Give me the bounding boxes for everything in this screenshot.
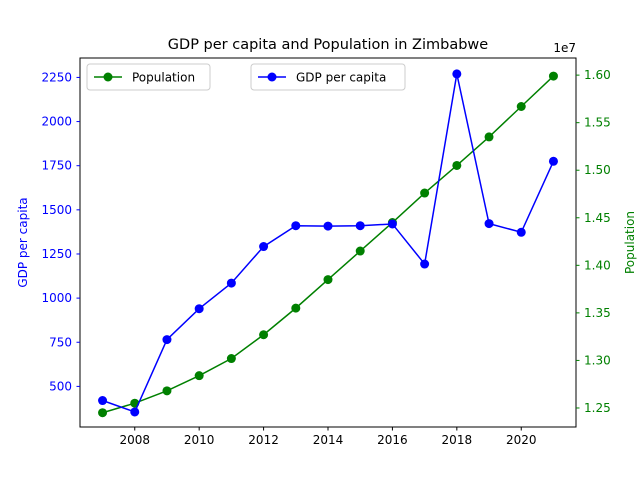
legend-label: Population <box>132 71 195 85</box>
gdp-series <box>98 69 558 417</box>
x-tick-label: 2012 <box>248 433 279 447</box>
right-axis-offset-text: 1e7 <box>553 41 576 55</box>
legend-marker <box>103 72 113 82</box>
x-tick-label: 2008 <box>119 433 150 447</box>
legend: Population <box>86 63 211 91</box>
population-series <box>98 71 558 418</box>
series-line <box>102 75 554 414</box>
data-point <box>259 330 269 340</box>
legend-label: GDP per capita <box>296 71 386 85</box>
data-point <box>355 221 365 231</box>
data-point <box>452 69 462 79</box>
left-tick-label: 2000 <box>41 115 72 129</box>
plot-frame <box>79 57 577 428</box>
data-point <box>291 303 301 313</box>
chart-title: GDP per capita and Population in Zimbabw… <box>168 37 488 53</box>
data-point <box>323 221 333 231</box>
data-point <box>259 242 269 252</box>
right-tick-label: 1.60 <box>584 68 611 82</box>
right-tick-label: 1.45 <box>584 211 611 225</box>
data-point <box>98 396 108 406</box>
left-tick-label: 1000 <box>41 291 72 305</box>
legend: GDP per capita <box>250 63 406 91</box>
data-point <box>420 259 430 269</box>
right-tick-label: 1.25 <box>584 401 611 415</box>
right-tick-label: 1.40 <box>584 258 611 272</box>
legend-frame <box>250 63 406 91</box>
right-axis-label: Population <box>623 211 637 274</box>
data-point <box>387 219 397 229</box>
data-point <box>548 156 558 166</box>
right-tick-label: 1.50 <box>584 163 611 177</box>
legends: Population GDP per capita <box>86 63 406 91</box>
data-point <box>484 219 494 229</box>
left-tick-label: 1500 <box>41 203 72 217</box>
left-tick-label: 500 <box>49 379 72 393</box>
data-point <box>194 371 204 381</box>
legend-marker <box>267 72 277 82</box>
left-axis-label: GDP per capita <box>16 197 30 287</box>
x-tick-label: 2010 <box>184 433 215 447</box>
data-point <box>323 275 333 285</box>
data-point <box>162 335 172 345</box>
data-point <box>162 386 172 396</box>
data-point <box>548 71 558 81</box>
left-tick-label: 750 <box>49 335 72 349</box>
axes: 2008 2010 2012 2014 2016 2018 2020 500 750 1000 12… <box>41 68 610 447</box>
legend-frame <box>86 63 211 91</box>
left-tick-label: 1250 <box>41 247 72 261</box>
x-tick-label: 2020 <box>506 433 537 447</box>
data-point <box>291 221 301 231</box>
data-point <box>516 102 526 112</box>
data-point <box>484 132 494 142</box>
right-tick-label: 1.55 <box>584 116 611 130</box>
data-point <box>355 246 365 256</box>
series-line <box>102 73 555 413</box>
data-point <box>226 278 236 288</box>
right-tick-label: 1.35 <box>584 306 611 320</box>
data-point <box>420 188 430 198</box>
right-tick-label: 1.30 <box>584 353 611 367</box>
x-tick-label: 2018 <box>442 433 473 447</box>
x-tick-label: 2014 <box>313 433 344 447</box>
left-tick-label: 2250 <box>41 70 72 84</box>
data-point <box>452 160 462 170</box>
data-point <box>98 408 108 418</box>
data-point <box>130 407 140 417</box>
x-tick-label: 2016 <box>377 433 408 447</box>
data-point <box>194 304 204 314</box>
data-point <box>516 227 526 237</box>
data-point <box>226 354 236 364</box>
left-tick-label: 1750 <box>41 159 72 173</box>
